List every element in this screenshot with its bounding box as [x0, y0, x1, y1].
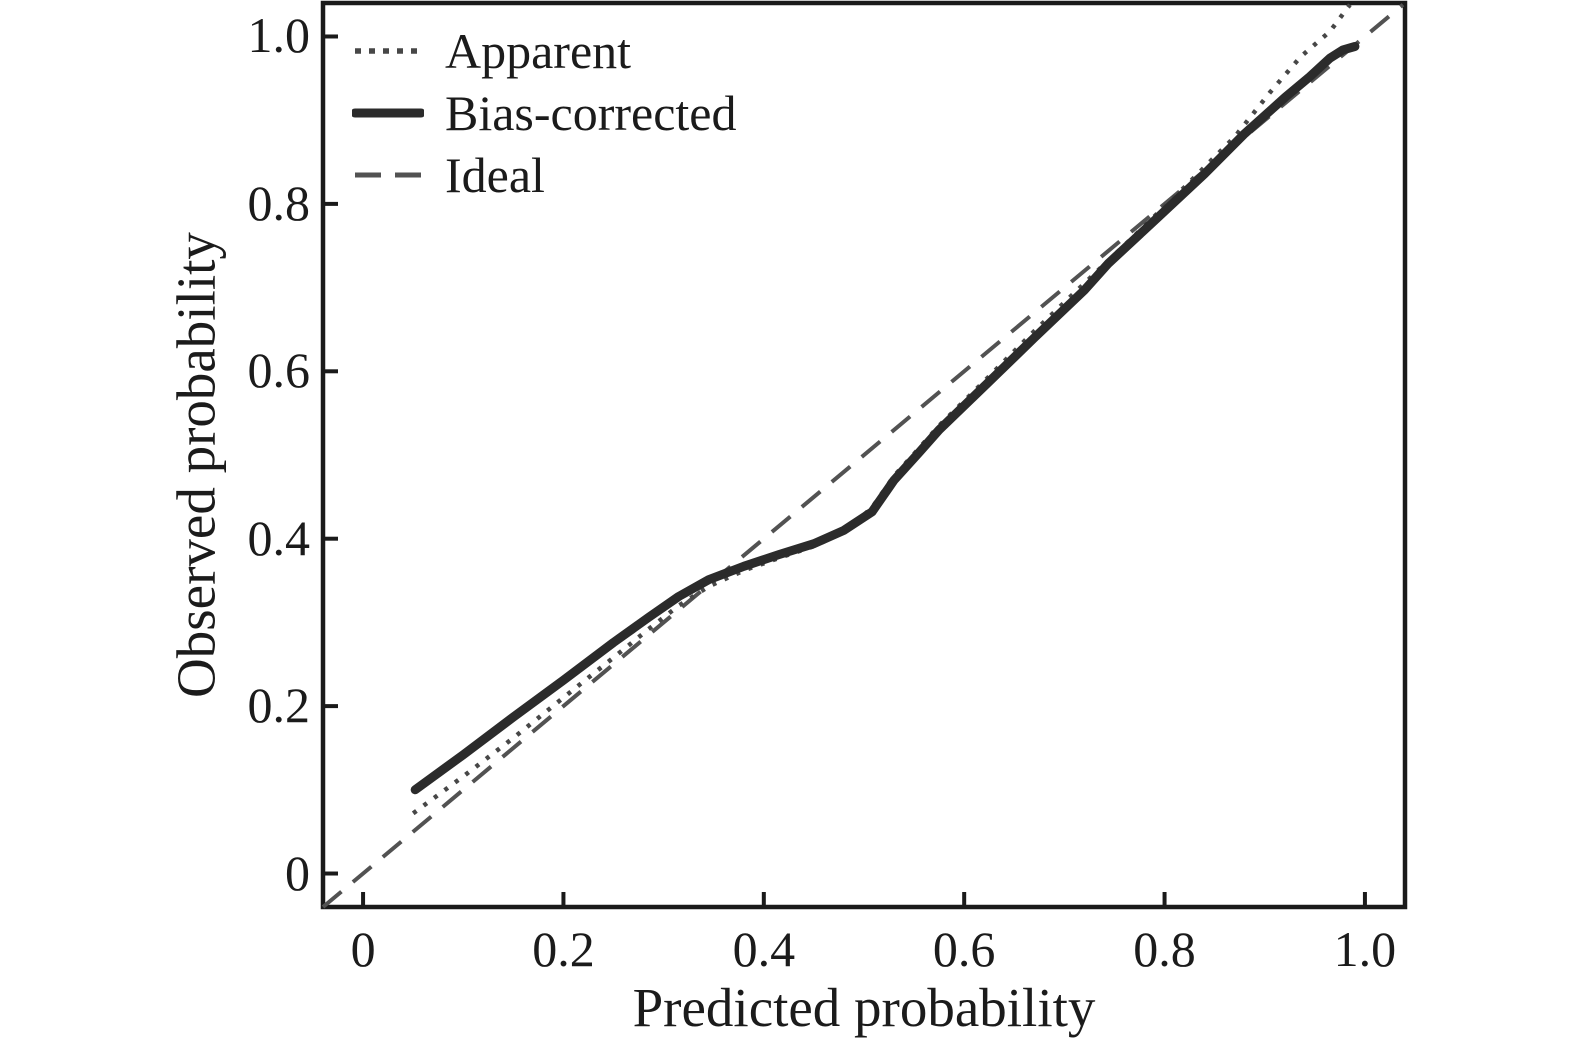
y-tick-label-1.0: 1.0 — [247, 7, 311, 64]
y-tick-label-0.8: 0.8 — [247, 174, 311, 231]
x-axis-title: Predicted probability — [632, 977, 1096, 1038]
y-tick-label-0.4: 0.4 — [247, 509, 311, 566]
x-tick-label-0.2: 0.2 — [532, 921, 595, 977]
legend-item-apparent: Apparent — [352, 20, 737, 82]
x-tick-label-0.8: 0.8 — [1133, 921, 1196, 977]
y-axis-ticks — [323, 34, 338, 876]
x-tick-label-0.4: 0.4 — [732, 921, 796, 977]
bias-corrected-line — [410, 42, 1360, 795]
legend: Apparent Bias-corrected Ideal — [352, 20, 737, 206]
legend-item-ideal: Ideal — [352, 144, 737, 206]
x-axis-ticks — [361, 892, 1367, 907]
x-tick-label-0.6: 0.6 — [932, 921, 996, 977]
x-tick-label-0: 0 — [350, 921, 376, 977]
y-tick-label-0.2: 0.2 — [247, 677, 311, 734]
x-tick-label-1.0: 1.0 — [1333, 921, 1397, 977]
bias-corrected-line-sample-icon — [352, 108, 424, 118]
y-axis-title: Observed probability — [165, 232, 227, 698]
legend-label-bias-corrected: Bias-corrected — [445, 85, 737, 141]
ideal-line-sample-icon — [355, 172, 421, 178]
legend-label-apparent: Apparent — [445, 23, 632, 79]
legend-item-bias-corrected: Bias-corrected — [352, 82, 737, 144]
legend-label-ideal: Ideal — [445, 147, 545, 203]
apparent-line-sample-icon — [355, 48, 421, 54]
plot-frame — [320, 0, 1408, 910]
y-tick-label-0.6: 0.6 — [247, 342, 311, 399]
y-tick-label-0: 0 — [285, 844, 310, 901]
